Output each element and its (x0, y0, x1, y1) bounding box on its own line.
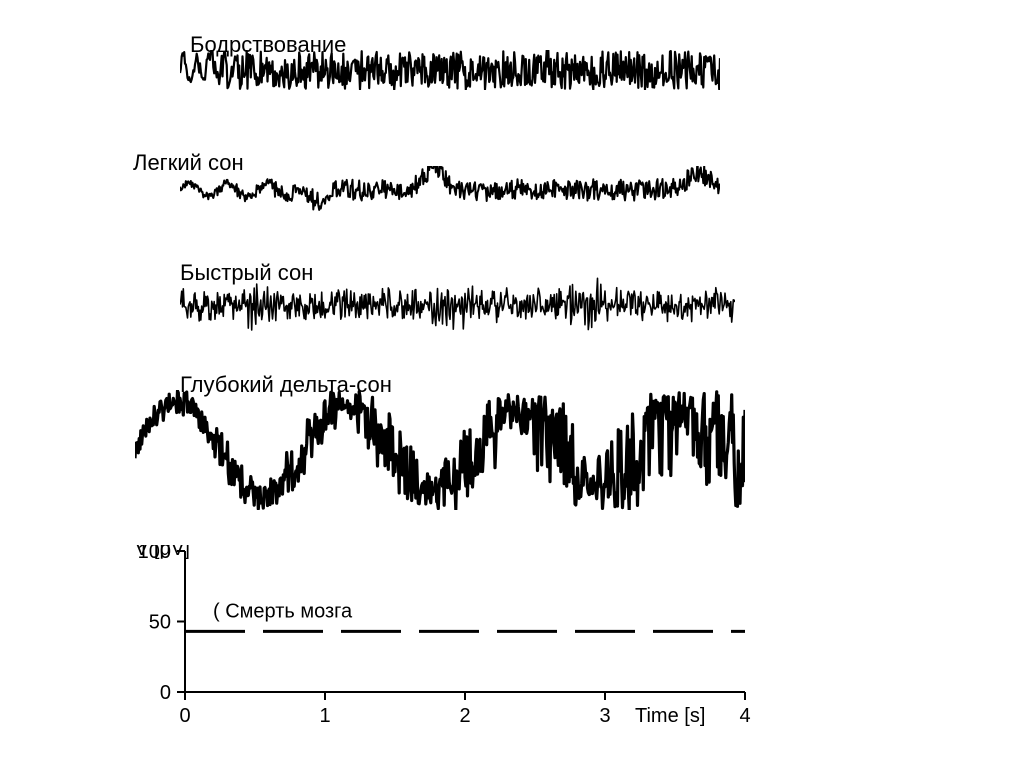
scale-plot: V [μV]05010001234Time [s]( Смерть мозга (115, 545, 755, 730)
x-tick-label: 4 (739, 705, 750, 727)
brain-death-label: ( Смерть мозга (213, 600, 353, 622)
wave-trace-rem (180, 275, 735, 335)
y-tick-label: 50 (149, 612, 171, 634)
x-tick-label: 1 (319, 705, 330, 727)
wave-trace-delta (135, 390, 745, 510)
x-tick-label: 2 (459, 705, 470, 727)
wave-awake (180, 50, 720, 90)
wave-light-sleep (180, 166, 720, 214)
x-axis-label: Time [s] (635, 705, 705, 727)
wave-rem (180, 275, 735, 335)
x-tick-label: 3 (599, 705, 610, 727)
y-tick-label: 100 (138, 545, 171, 563)
y-tick-label: 0 (160, 682, 171, 704)
brain-death-plot: V [μV]05010001234Time [s]( Смерть мозга (115, 545, 755, 730)
wave-trace-light-sleep (180, 166, 720, 214)
eeg-figure: Бодрствование Легкий сон Быстрый сон Глу… (0, 0, 1024, 767)
wave-delta (135, 390, 745, 510)
x-tick-label: 0 (179, 705, 190, 727)
wave-trace-awake (180, 50, 720, 90)
